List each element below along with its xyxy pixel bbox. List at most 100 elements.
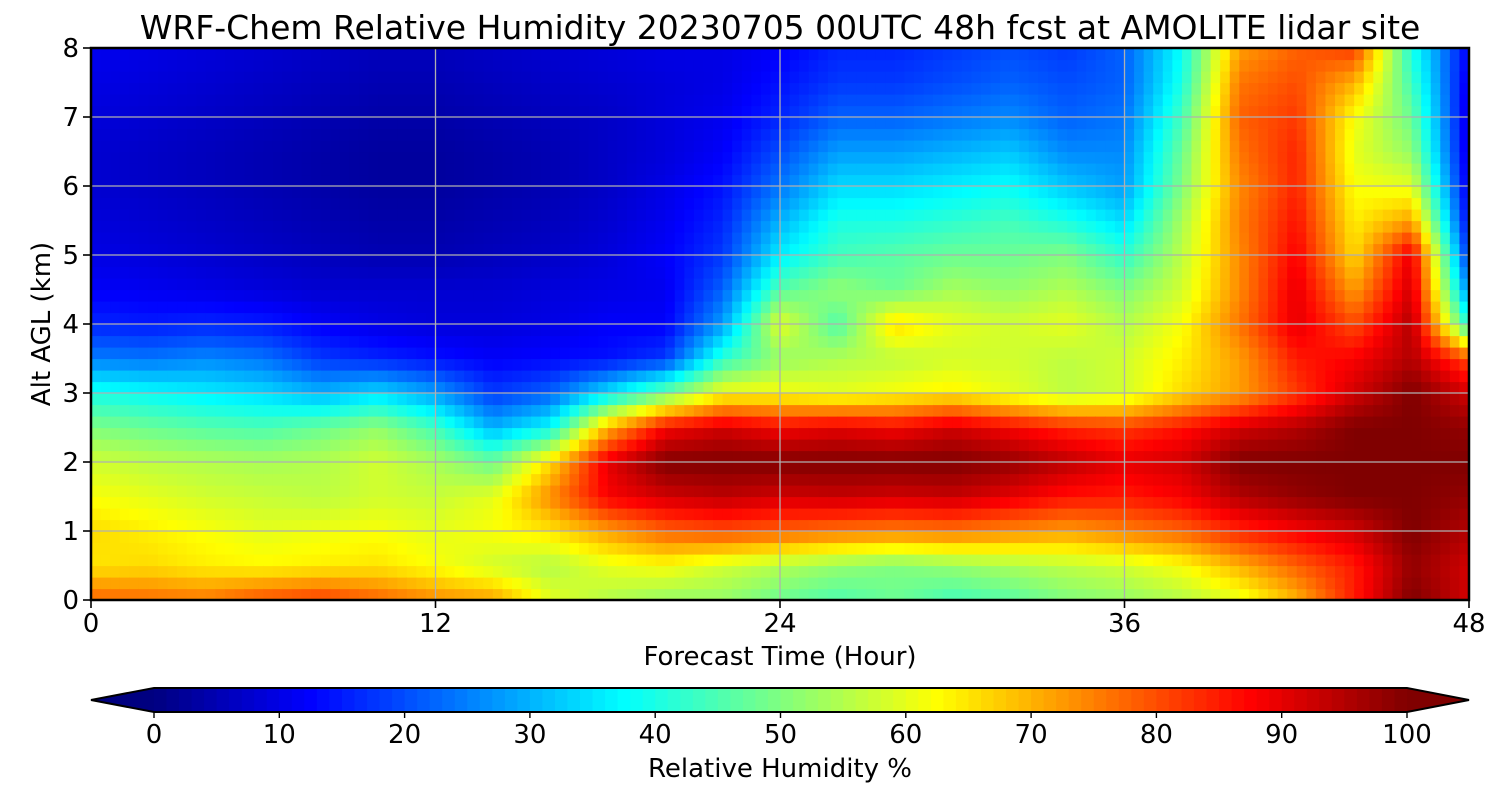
heatmap-cell: [339, 48, 350, 61]
heatmap-cell: [703, 105, 714, 118]
heatmap-cell: [263, 48, 274, 61]
heatmap-cell: [961, 278, 972, 291]
heatmap-cell: [760, 485, 772, 498]
heatmap-cell: [521, 370, 532, 383]
heatmap-cell: [435, 531, 446, 544]
heatmap-cell: [1000, 82, 1011, 95]
heatmap-cell: [1009, 59, 1020, 72]
heatmap-cell: [349, 255, 360, 268]
heatmap-cell: [952, 450, 963, 463]
heatmap-cell: [119, 347, 130, 360]
heatmap-cell: [483, 163, 494, 176]
heatmap-cell: [454, 370, 465, 383]
heatmap-cell: [473, 94, 484, 107]
heatmap-cell: [91, 289, 102, 302]
heatmap-cell: [827, 278, 839, 291]
heatmap-cell: [1028, 462, 1039, 475]
heatmap-cell: [406, 94, 417, 107]
heatmap-cell: [684, 335, 695, 348]
heatmap-cell: [244, 565, 255, 578]
heatmap-cell: [923, 588, 934, 600]
heatmap-cell: [387, 105, 398, 118]
heatmap-cell: [435, 266, 446, 279]
heatmap-cell: [990, 71, 1001, 84]
heatmap-cell: [483, 220, 494, 233]
heatmap-cell: [856, 565, 867, 578]
heatmap-cell: [933, 186, 944, 199]
heatmap-cell: [215, 462, 226, 475]
heatmap-cell: [885, 462, 896, 475]
heatmap-cell: [732, 163, 743, 176]
heatmap-cell: [1000, 186, 1011, 199]
heatmap-cell: [177, 473, 188, 486]
heatmap-cell: [531, 163, 542, 176]
heatmap-cell: [799, 82, 810, 95]
heatmap-cell: [224, 71, 236, 84]
heatmap-cell: [272, 289, 283, 302]
heatmap-cell: [933, 450, 944, 463]
heatmap-cell: [186, 439, 197, 452]
heatmap-cell: [502, 450, 513, 463]
heatmap-cell: [91, 174, 102, 187]
heatmap-cell: [693, 335, 705, 348]
heatmap-cell: [1057, 485, 1068, 498]
heatmap-cell: [110, 278, 121, 291]
heatmap-cell: [234, 289, 245, 302]
heatmap-cell: [148, 508, 159, 521]
heatmap-cell: [732, 278, 743, 291]
heatmap-cell: [244, 427, 255, 440]
heatmap-cell: [234, 473, 245, 486]
heatmap-cell: [1019, 163, 1030, 176]
heatmap-cell: [598, 554, 609, 567]
heatmap-cell: [942, 94, 953, 107]
heatmap-cell: [942, 531, 953, 544]
heatmap-cell: [646, 301, 657, 314]
heatmap-cell: [933, 347, 944, 360]
heatmap-cell: [91, 565, 102, 578]
heatmap-cell: [770, 82, 781, 95]
heatmap-cell: [588, 496, 599, 509]
heatmap-cell: [406, 427, 417, 440]
heatmap-cell: [521, 416, 532, 429]
heatmap-cell: [263, 117, 274, 130]
heatmap-cell: [942, 71, 953, 84]
heatmap-cell: [473, 404, 484, 417]
heatmap-cell: [684, 128, 695, 141]
heatmap-cell: [301, 301, 312, 314]
heatmap-cell: [378, 59, 389, 72]
heatmap-cell: [119, 554, 130, 567]
heatmap-cell: [789, 588, 800, 600]
heatmap-cell: [339, 565, 350, 578]
heatmap-cell: [148, 565, 159, 578]
heatmap-cell: [550, 450, 561, 463]
heatmap-cell: [1009, 71, 1020, 84]
heatmap-cell: [866, 393, 877, 406]
heatmap-cell: [827, 301, 839, 314]
heatmap-cell: [253, 128, 264, 141]
heatmap-cell: [186, 370, 197, 383]
heatmap-cell: [703, 542, 714, 555]
heatmap-cell: [1000, 289, 1011, 302]
heatmap-cell: [425, 531, 437, 544]
heatmap-cell: [1038, 220, 1049, 233]
heatmap-cell: [397, 174, 408, 187]
heatmap-cell: [100, 347, 111, 360]
heatmap-cell: [100, 462, 111, 475]
heatmap-cell: [875, 232, 886, 245]
heatmap-cell: [1076, 554, 1087, 567]
heatmap-cell: [100, 209, 111, 222]
heatmap-cell: [942, 48, 953, 61]
heatmap-cell: [846, 220, 858, 233]
heatmap-cell: [760, 117, 772, 130]
heatmap-cell: [933, 462, 944, 475]
heatmap-cell: [722, 358, 733, 371]
heatmap-cell: [291, 197, 303, 210]
heatmap-cell: [913, 347, 925, 360]
heatmap-cell: [837, 381, 848, 394]
heatmap-cell: [607, 59, 618, 72]
heatmap-cell: [272, 48, 283, 61]
heatmap-cell: [330, 508, 341, 521]
heatmap-cell: [253, 381, 264, 394]
heatmap-cell: [626, 174, 638, 187]
heatmap-cell: [358, 347, 370, 360]
